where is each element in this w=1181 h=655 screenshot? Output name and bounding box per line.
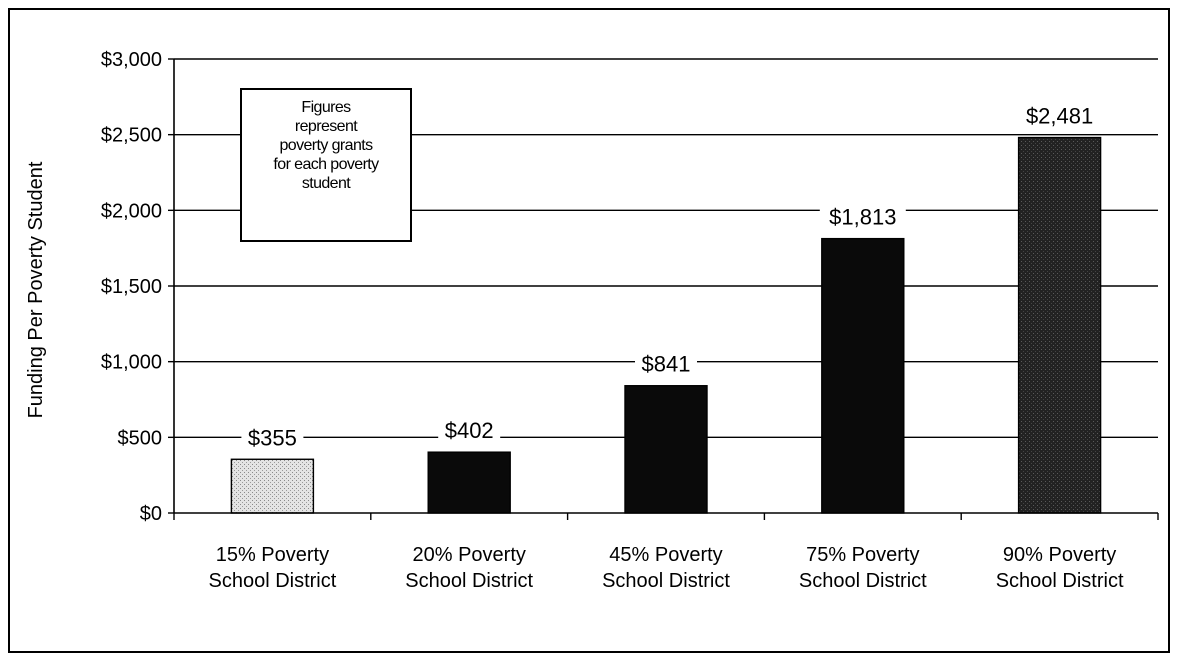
x-tick-label: 90% Poverty	[1003, 544, 1116, 566]
axes	[168, 58, 1159, 520]
y-tick-label: $1,500	[101, 276, 162, 298]
bar	[230, 458, 315, 514]
bar	[1017, 136, 1102, 514]
data-label-bg	[819, 204, 906, 231]
bar	[821, 237, 905, 514]
data-label: $1,813	[829, 205, 896, 230]
x-tick-label: School District	[996, 570, 1124, 592]
data-label-bg	[1016, 103, 1103, 130]
bar	[427, 451, 511, 514]
x-tick-label: 75% Poverty	[806, 544, 919, 566]
x-tick-label: 15% Poverty	[216, 544, 329, 566]
annotation-line: poverty grants	[279, 137, 374, 154]
data-label: $2,481	[1026, 104, 1093, 129]
data-label: $355	[248, 425, 297, 450]
annotation-box: Figures represent poverty grants for eac…	[240, 88, 412, 242]
y-tick-label: $2,000	[101, 200, 162, 222]
data-label: $841	[642, 352, 691, 377]
y-tick-label: $2,500	[101, 125, 162, 147]
annotation-line: for each poverty	[273, 156, 379, 173]
data-label: $402	[445, 418, 494, 443]
y-tick-label: $1,000	[101, 352, 162, 374]
x-tick-label: 45% Poverty	[609, 544, 722, 566]
data-label-bg	[438, 418, 501, 445]
x-tick-label: School District	[208, 570, 336, 592]
x-tick-label: School District	[602, 570, 730, 592]
x-tick-label: 20% Poverty	[413, 544, 526, 566]
bars	[230, 136, 1102, 514]
annotation-line: Figures	[301, 99, 351, 116]
y-tick-label: $0	[140, 503, 162, 525]
x-tick-label: School District	[405, 570, 533, 592]
x-tick-label: School District	[799, 570, 927, 592]
annotation-line: represent	[294, 118, 358, 135]
labels: $0 $500 $1,000 $1,500 $2,000 $2,500 $3,000 $355…	[101, 49, 1124, 592]
annotation-line: student	[301, 175, 351, 192]
chart-frame	[8, 8, 1170, 653]
y-tick-label: $3,000	[101, 49, 162, 71]
y-axis-title: Funding Per Poverty Student	[25, 161, 47, 418]
y-tick-label: $500	[118, 427, 163, 449]
data-label-bg	[241, 425, 304, 452]
data-label-bg	[635, 351, 697, 378]
bar	[624, 385, 708, 514]
